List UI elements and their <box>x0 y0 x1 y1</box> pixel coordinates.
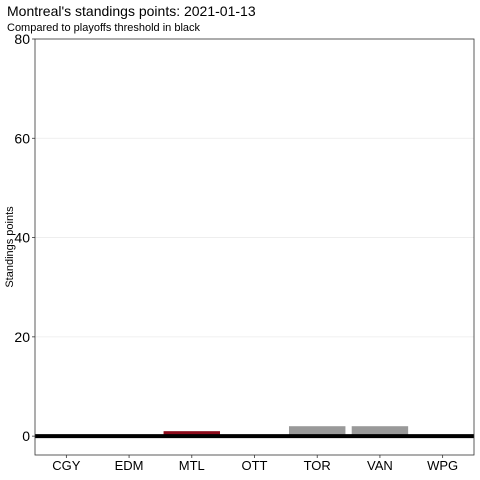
chart-title: Montreal's standings points: 2021-01-13 <box>7 3 256 19</box>
y-tick-label-80: 80 <box>14 31 30 47</box>
y-axis-ticks: 0 20 40 60 80 <box>14 31 35 444</box>
bars <box>163 426 409 437</box>
bar-van <box>351 426 409 437</box>
panel-border <box>34 38 475 456</box>
x-tick-label-cgy: CGY <box>52 458 81 473</box>
y-tick-label-60: 60 <box>14 130 30 146</box>
x-tick-label-edm: EDM <box>115 458 144 473</box>
x-axis-ticks: CGY EDM MTL OTT TOR VAN WPG <box>52 455 458 473</box>
y-axis-label: Standings points <box>4 206 16 288</box>
x-tick-label-van: VAN <box>367 458 393 473</box>
bar-tor <box>288 426 346 437</box>
chart-subtitle: Compared to playoffs threshold in black <box>7 22 201 34</box>
x-tick-label-tor: TOR <box>304 458 331 473</box>
y-tick-label-0: 0 <box>22 428 30 444</box>
grid-lines <box>35 38 474 437</box>
x-tick-label-wpg: WPG <box>427 458 458 473</box>
y-tick-label-40: 40 <box>14 230 30 246</box>
x-tick-label-ott: OTT <box>242 458 268 473</box>
x-tick-label-mtl: MTL <box>179 458 205 473</box>
y-tick-label-20: 20 <box>14 329 30 345</box>
bar-mtl <box>163 431 221 437</box>
